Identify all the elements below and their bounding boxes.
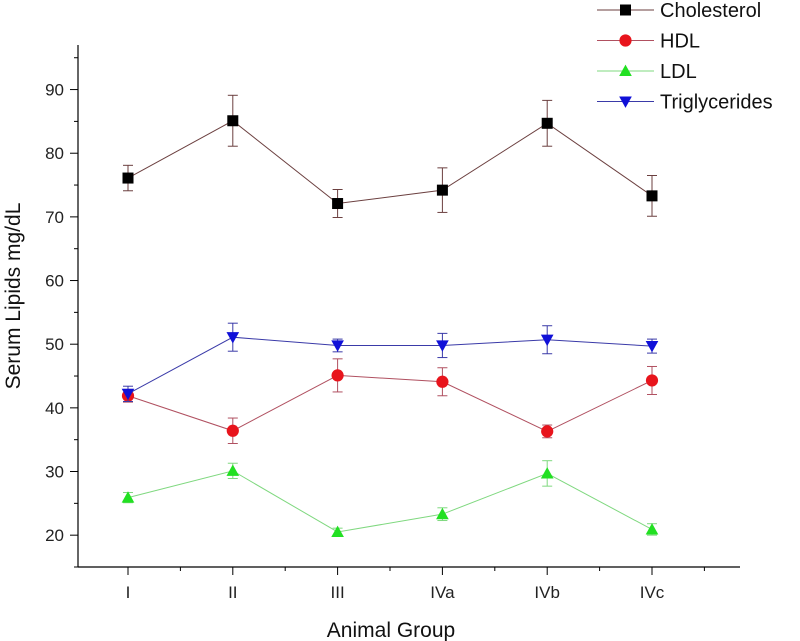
- data-point: [540, 467, 554, 479]
- legend-item: HDL: [597, 31, 700, 53]
- series-line: [127, 374, 653, 432]
- legend-marker: [619, 64, 632, 77]
- legend-label: HDL: [660, 31, 700, 53]
- data-point: [541, 425, 554, 438]
- legend-item: Cholesterol: [597, 0, 761, 22]
- series-ldl: [121, 460, 659, 538]
- data-point: [121, 491, 135, 503]
- data-point: [331, 369, 344, 382]
- data-point: [331, 525, 344, 538]
- data-point: [645, 523, 659, 535]
- data-point: [436, 340, 449, 352]
- x-tick-label: II: [228, 583, 237, 602]
- x-tick-label: III: [331, 583, 345, 602]
- y-tick-label: 60: [45, 272, 64, 291]
- data-point: [331, 340, 344, 352]
- data-point: [645, 374, 659, 387]
- x-axis-title: Animal Group: [327, 619, 455, 641]
- x-tick-label: IVb: [534, 583, 560, 602]
- legend: Cholesterol HDL LDL Triglycerides: [597, 0, 773, 114]
- data-point: [646, 190, 658, 202]
- y-tick-label: 40: [45, 399, 64, 418]
- y-tick-label: 80: [45, 144, 64, 163]
- data-point: [645, 341, 659, 353]
- series-layer: [121, 94, 659, 538]
- y-tick-label: 30: [45, 463, 64, 482]
- series-hdl: [121, 358, 659, 445]
- series-line: [127, 120, 653, 205]
- legend-item: Triglycerides: [597, 92, 773, 114]
- y-tick-label: 90: [45, 81, 64, 100]
- data-point: [436, 507, 449, 520]
- data-point: [541, 117, 553, 129]
- data-point: [540, 334, 554, 347]
- legend-label: LDL: [660, 61, 697, 83]
- legend-label: Triglycerides: [660, 92, 773, 114]
- series-triglycerides: [121, 322, 659, 402]
- legend-marker: [619, 96, 632, 108]
- legend-marker: [620, 4, 631, 16]
- data-point: [436, 184, 448, 196]
- data-point: [227, 115, 239, 127]
- data-point: [332, 198, 344, 210]
- series-cholesterol: [122, 94, 658, 219]
- data-point: [122, 172, 134, 184]
- x-tick-label: IVa: [430, 583, 455, 602]
- x-tick-label: IVc: [640, 583, 665, 602]
- data-point: [226, 464, 240, 476]
- y-tick-label: 20: [45, 526, 64, 545]
- legend-item: LDL: [597, 61, 697, 83]
- legend-marker: [619, 34, 632, 47]
- y-tick-label: 70: [45, 208, 64, 227]
- series-line: [127, 336, 653, 395]
- data-point: [226, 424, 239, 437]
- x-tick-label: I: [126, 583, 131, 602]
- data-point: [121, 388, 135, 401]
- legend-label: Cholesterol: [660, 0, 761, 22]
- y-axis-title: Serum Lipids mg/dL: [2, 203, 25, 390]
- y-tick-label: 50: [45, 335, 64, 354]
- series-line: [127, 470, 653, 533]
- data-point: [436, 375, 449, 388]
- data-point: [226, 332, 240, 344]
